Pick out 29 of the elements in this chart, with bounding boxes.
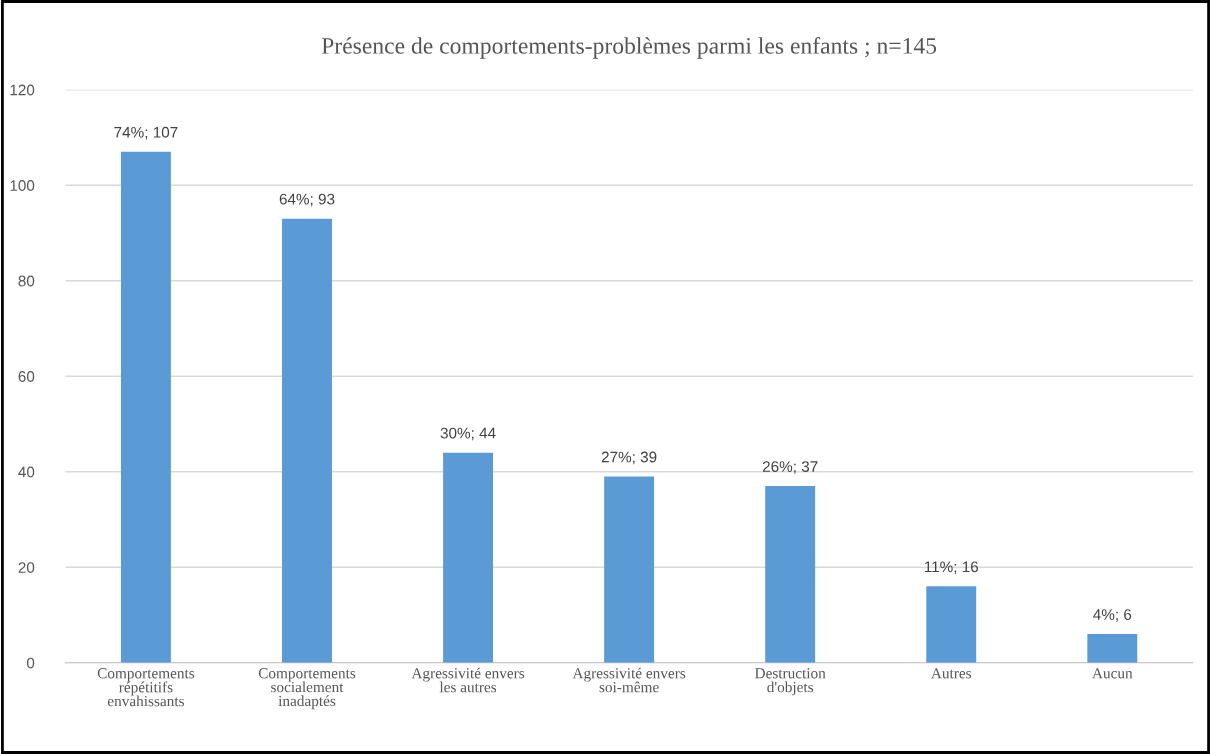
y-tick-label: 80	[18, 275, 35, 287]
data-label: 74%; 107	[114, 126, 178, 140]
x-tick-label: Autres	[931, 668, 972, 679]
x-tick-label: Agressivité envers soi-même	[572, 667, 686, 693]
y-tick-label: 40	[18, 466, 35, 478]
bar	[282, 218, 332, 663]
y-tick-label: 100	[10, 180, 35, 191]
x-tick-label: Aucun	[1092, 668, 1133, 679]
bar	[120, 151, 171, 663]
x-tick-label: Destruction d'objets	[754, 668, 826, 696]
bar	[926, 586, 977, 663]
x-tick-label: Comportements socialement inadaptés	[258, 668, 356, 710]
y-tick-label: 0	[26, 657, 35, 669]
data-label: 30%; 44	[440, 427, 496, 441]
bar	[1087, 634, 1138, 663]
data-label: 4%; 6	[1093, 609, 1132, 622]
chart-title: Présence de comportements-problèmes parmi les enfants ; n=145	[321, 36, 937, 59]
data-label: 26%; 37	[762, 461, 818, 474]
x-tick-label: Comportements répétitifs envahissants	[97, 668, 195, 707]
y-tick-label: 20	[18, 562, 35, 573]
bar	[604, 476, 655, 663]
bar	[765, 486, 816, 663]
data-label: 64%; 93	[279, 193, 335, 207]
data-label: 11%; 16	[924, 561, 979, 575]
y-tick-label: 120	[10, 84, 35, 96]
y-tick-label: 60	[18, 371, 35, 382]
x-tick-label: Agressivité envers les autres	[411, 667, 525, 693]
data-label: 27%; 39	[601, 451, 657, 465]
bar	[443, 452, 494, 663]
